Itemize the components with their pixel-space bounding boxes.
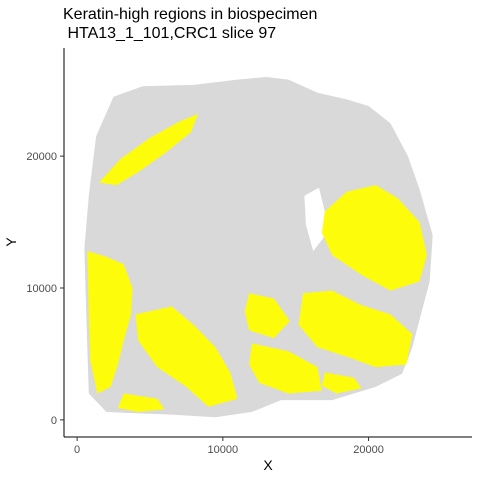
keratin-high-region <box>244 293 290 339</box>
x-tick-label: 20000 <box>353 444 384 456</box>
y-tick-label: 20000 <box>26 151 57 163</box>
axes: 0 10000 20000 0 10000 20000 <box>26 151 383 456</box>
x-tick-label: 0 <box>74 444 80 456</box>
keratin-high-region <box>249 343 322 394</box>
keratin-high-region <box>321 372 362 394</box>
keratin-high-region <box>117 393 165 412</box>
y-tick-label: 0 <box>51 415 57 427</box>
y-tick-label: 10000 <box>26 283 57 295</box>
keratin-high-region <box>87 251 133 394</box>
y-axis-title: Y <box>3 237 19 247</box>
chart-title-line-2: HTA13_1_101,CRC1 slice 97 <box>63 25 277 42</box>
keratin-high-region <box>99 113 199 186</box>
x-tick-label: 10000 <box>208 444 239 456</box>
x-axis-title: X <box>263 457 273 473</box>
keratin-high-region <box>298 290 413 368</box>
plot-area <box>84 77 433 418</box>
keratin-high-region <box>321 185 427 291</box>
keratin-high-region <box>135 306 238 407</box>
chart-title-line-1: Keratin-high regions in biospecimen <box>63 6 318 23</box>
